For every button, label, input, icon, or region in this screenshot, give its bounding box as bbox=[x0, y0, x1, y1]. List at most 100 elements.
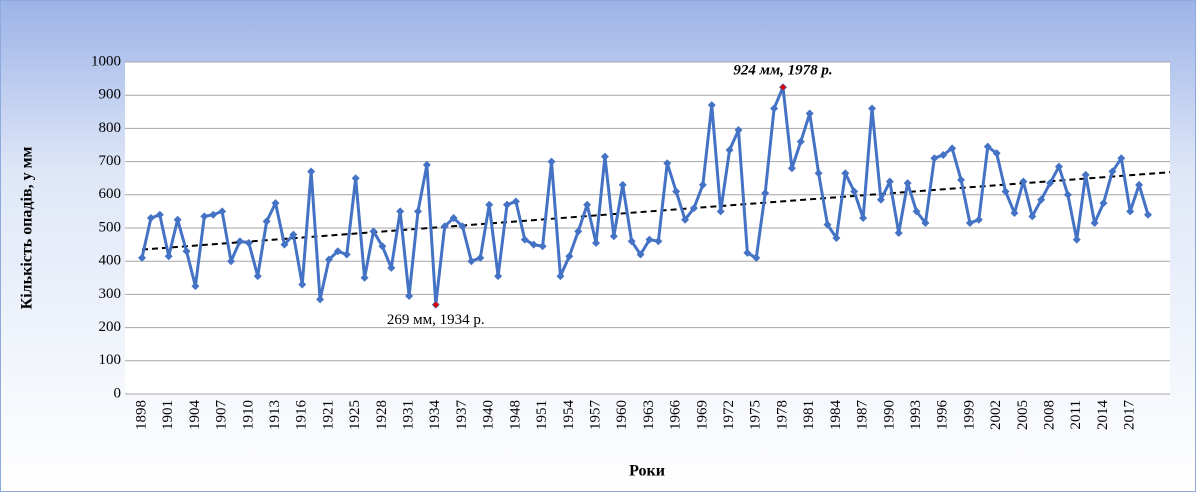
x-tick-label: 1937 bbox=[454, 400, 470, 431]
y-tick-label: 700 bbox=[99, 153, 122, 169]
y-tick-label: 500 bbox=[99, 219, 122, 235]
x-tick-label: 1928 bbox=[374, 400, 390, 430]
x-tick-label: 1925 bbox=[347, 400, 363, 430]
data-point bbox=[235, 237, 244, 246]
data-point bbox=[262, 217, 271, 226]
data-point bbox=[627, 237, 636, 246]
x-tick-label: 1987 bbox=[855, 400, 871, 431]
data-point bbox=[859, 214, 868, 223]
x-tick-label: 1972 bbox=[721, 400, 737, 430]
data-point bbox=[289, 230, 298, 239]
data-point bbox=[155, 210, 164, 219]
x-tick-label: 1921 bbox=[320, 400, 336, 430]
data-point bbox=[529, 240, 538, 249]
x-tick-label: 1957 bbox=[587, 400, 603, 431]
data-point bbox=[324, 255, 333, 264]
data-point bbox=[565, 252, 574, 261]
data-point bbox=[1046, 179, 1055, 188]
x-tick-label: 1931 bbox=[401, 400, 417, 430]
data-point bbox=[146, 214, 155, 223]
data-point bbox=[761, 189, 770, 198]
data-point bbox=[654, 237, 663, 246]
data-point bbox=[458, 222, 467, 231]
data-point bbox=[520, 235, 529, 244]
data-point bbox=[912, 207, 921, 216]
data-point bbox=[885, 177, 894, 186]
data-point bbox=[244, 238, 253, 247]
data-point bbox=[681, 215, 690, 224]
x-tick-label: 1996 bbox=[935, 400, 951, 431]
x-tick-label: 1975 bbox=[748, 400, 764, 430]
y-tick-label: 100 bbox=[99, 352, 122, 368]
data-point bbox=[333, 247, 342, 256]
data-point bbox=[227, 257, 236, 266]
data-point bbox=[698, 180, 707, 189]
data-point bbox=[547, 157, 556, 166]
y-tick-label: 1000 bbox=[91, 53, 121, 69]
data-point bbox=[476, 253, 485, 262]
data-point bbox=[1081, 170, 1090, 179]
data-point bbox=[743, 248, 752, 257]
data-point bbox=[796, 137, 805, 146]
x-tick-label: 1934 bbox=[427, 400, 443, 431]
y-tick-label: 200 bbox=[99, 319, 122, 335]
data-point bbox=[1037, 195, 1046, 204]
data-point bbox=[1028, 212, 1037, 221]
x-tick-label: 1954 bbox=[561, 400, 577, 431]
data-point bbox=[787, 164, 796, 173]
x-tick-label: 1978 bbox=[774, 400, 790, 430]
data-point bbox=[868, 104, 877, 113]
y-tick-label: 900 bbox=[99, 87, 122, 103]
data-point bbox=[734, 126, 743, 135]
x-tick-label: 1993 bbox=[908, 400, 924, 430]
data-point bbox=[440, 222, 449, 231]
x-tick-label: 2002 bbox=[988, 400, 1004, 430]
data-point bbox=[182, 247, 191, 256]
x-tick-label: 1990 bbox=[881, 400, 897, 430]
data-point bbox=[752, 253, 761, 262]
data-point bbox=[369, 227, 378, 236]
x-tick-label: 1960 bbox=[614, 400, 630, 430]
data-point bbox=[253, 272, 262, 281]
data-point bbox=[957, 175, 966, 184]
x-tick-label: 1910 bbox=[240, 400, 256, 430]
data-point bbox=[316, 295, 325, 304]
data-point bbox=[1072, 235, 1081, 244]
x-tick-label: 1966 bbox=[668, 400, 684, 431]
data-point bbox=[805, 109, 814, 118]
data-point bbox=[307, 167, 316, 176]
data-point bbox=[342, 250, 351, 259]
data-point bbox=[672, 187, 681, 196]
data-point bbox=[876, 195, 885, 204]
data-point bbox=[921, 219, 930, 228]
data-point bbox=[280, 240, 289, 249]
x-tick-label: 1901 bbox=[160, 400, 176, 430]
y-tick-label: 300 bbox=[99, 286, 122, 302]
series-line bbox=[140, 85, 1150, 307]
data-point bbox=[707, 101, 716, 110]
data-point bbox=[770, 104, 779, 113]
x-tick-label: 1904 bbox=[187, 400, 203, 431]
data-point bbox=[511, 197, 520, 206]
data-point bbox=[413, 207, 422, 216]
x-tick-label: 1999 bbox=[961, 400, 977, 430]
data-point bbox=[689, 204, 698, 213]
data-point bbox=[467, 257, 476, 266]
data-point bbox=[663, 159, 672, 168]
data-point bbox=[200, 212, 209, 221]
data-point bbox=[948, 144, 957, 153]
x-tick-label: 2005 bbox=[1015, 400, 1031, 430]
data-point bbox=[850, 187, 859, 196]
data-point bbox=[298, 280, 307, 289]
data-point bbox=[1090, 219, 1099, 228]
y-axis-title: Кількість опадів, у мм bbox=[19, 147, 36, 310]
data-point bbox=[1126, 207, 1135, 216]
x-tick-label: 2011 bbox=[1068, 400, 1084, 429]
x-tick-label: 1940 bbox=[481, 400, 497, 430]
data-point bbox=[725, 145, 734, 154]
x-tick-label: 1951 bbox=[534, 400, 550, 430]
data-point bbox=[939, 150, 948, 159]
x-tick-label: 1948 bbox=[507, 400, 523, 430]
data-point bbox=[387, 263, 396, 272]
